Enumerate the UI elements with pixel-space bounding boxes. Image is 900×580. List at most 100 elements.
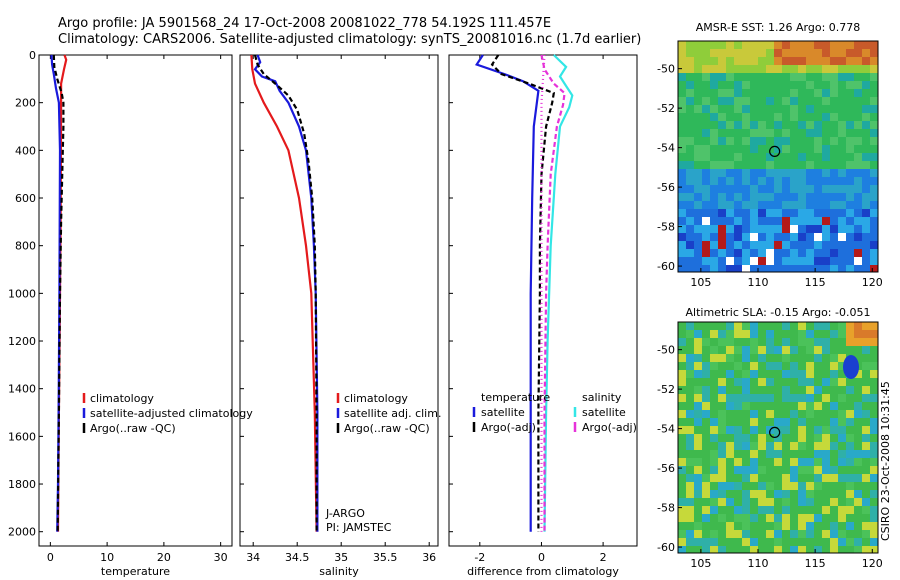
heatmap-cell [766, 546, 774, 553]
heatmap-cell [830, 498, 838, 506]
heatmap-cell [774, 81, 782, 89]
heatmap-cell [718, 426, 726, 434]
heatmap-cell [782, 193, 790, 201]
heatmap-cell [822, 410, 830, 418]
heatmap-cell [702, 217, 710, 225]
heatmap-cell [766, 490, 774, 498]
heatmap-cell [702, 354, 710, 362]
heatmap-cell [814, 426, 822, 434]
heatmap-cell [862, 209, 870, 217]
heatmap-cell [678, 169, 686, 177]
heatmap-cell [686, 354, 694, 362]
heatmap-cell [702, 225, 710, 233]
heatmap-cell [870, 354, 878, 362]
heatmap-cell [862, 490, 870, 498]
heatmap-cell [814, 338, 822, 346]
heatmap-cell [790, 201, 798, 209]
temperature-xtick-label: 0 [47, 551, 54, 564]
heatmap-cell [870, 522, 878, 530]
heatmap-cell [806, 522, 814, 530]
heatmap-cell [838, 546, 846, 553]
heatmap-cell [750, 209, 758, 217]
heatmap-cell [822, 57, 830, 65]
heatmap-cell [742, 546, 750, 553]
heatmap-cell [790, 57, 798, 65]
sst-map-xtick-label: 115 [805, 276, 826, 289]
heatmap-cell [758, 73, 766, 81]
heatmap-cell [694, 434, 702, 442]
heatmap-cell [822, 129, 830, 137]
heatmap-cell [774, 137, 782, 145]
heatmap-cell [838, 249, 846, 257]
heatmap-cell [710, 49, 718, 57]
heatmap-cell [854, 185, 862, 193]
heatmap-cell [838, 394, 846, 402]
heatmap-cell [678, 330, 686, 338]
heatmap-cell [718, 201, 726, 209]
heatmap-cell [790, 49, 798, 57]
heatmap-cell [694, 177, 702, 185]
heatmap-cell [822, 506, 830, 514]
heatmap-cell [678, 185, 686, 193]
salinity-series-line [253, 54, 318, 532]
heatmap-cell [814, 474, 822, 482]
heatmap-cell [806, 346, 814, 354]
heatmap-cell [870, 498, 878, 506]
heatmap-cell [774, 241, 782, 249]
heatmap-cell [694, 442, 702, 450]
heatmap-cell [686, 442, 694, 450]
heatmap-cell [774, 265, 782, 272]
heatmap-cell [718, 410, 726, 418]
heatmap-cell [750, 474, 758, 482]
heatmap-cell [838, 161, 846, 169]
heatmap-cell [758, 129, 766, 137]
heatmap-cell [838, 506, 846, 514]
heatmap-cell [822, 418, 830, 426]
heatmap-cell [822, 177, 830, 185]
heatmap-cell [782, 161, 790, 169]
heatmap-cell [694, 362, 702, 370]
heatmap-cell [702, 209, 710, 217]
heatmap-cell [734, 129, 742, 137]
heatmap-cell [766, 362, 774, 370]
heatmap-cell [734, 209, 742, 217]
heatmap-cell [782, 145, 790, 153]
heatmap-cell [758, 346, 766, 354]
heatmap-cell [798, 145, 806, 153]
heatmap-cell [822, 209, 830, 217]
heatmap-cell [774, 49, 782, 57]
temperature-series-line [50, 54, 62, 532]
heatmap-cell [718, 81, 726, 89]
heatmap-cell [718, 474, 726, 482]
heatmap-cell [790, 402, 798, 410]
heatmap-cell [806, 265, 814, 272]
heatmap-cell [734, 257, 742, 265]
heatmap-cell [718, 370, 726, 378]
heatmap-cell [822, 241, 830, 249]
heatmap-cell [750, 490, 758, 498]
heatmap-cell [798, 378, 806, 386]
heatmap-cell [750, 330, 758, 338]
heatmap-cell [686, 73, 694, 81]
heatmap-cell [798, 394, 806, 402]
heatmap-cell [758, 322, 766, 330]
heatmap-cell [710, 370, 718, 378]
heatmap-cell [782, 394, 790, 402]
heatmap-cell [758, 410, 766, 418]
heatmap-cell [726, 137, 734, 145]
heatmap-cell [702, 65, 710, 73]
heatmap-cell [694, 330, 702, 338]
heatmap-cell [830, 121, 838, 129]
heatmap-cell [774, 145, 782, 153]
heatmap-cell [814, 442, 822, 450]
heatmap-cell [862, 65, 870, 73]
heatmap-cell [838, 458, 846, 466]
heatmap-cell [782, 137, 790, 145]
heatmap-cell [758, 201, 766, 209]
heatmap-cell [766, 506, 774, 514]
heatmap-cell [854, 338, 862, 346]
heatmap-cell [710, 330, 718, 338]
heatmap-cell [718, 105, 726, 113]
heatmap-cell [702, 402, 710, 410]
heatmap-cell [702, 121, 710, 129]
